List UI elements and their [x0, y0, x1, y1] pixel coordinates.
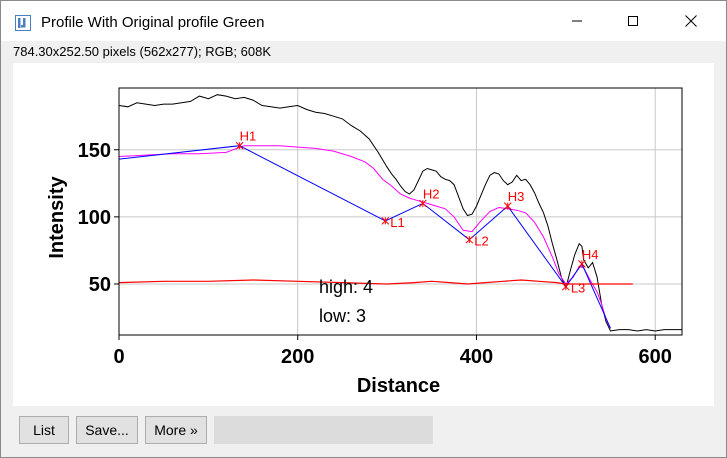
x-axis-label: Distance [357, 375, 440, 397]
minimize-button[interactable] [548, 1, 606, 41]
image-info: 784.30x252.50 pixels (562x277); RGB; 608… [13, 44, 272, 59]
marker-label-h3: H3 [508, 189, 525, 204]
y-tick-label: 100 [78, 207, 111, 229]
status-box [214, 416, 433, 444]
y-tick-label: 150 [78, 140, 111, 162]
x-tick-label: 400 [460, 346, 493, 368]
marker-label-h1: H1 [240, 129, 257, 144]
marker-label-l3: L3 [571, 281, 585, 296]
marker-label-h2: H2 [423, 186, 440, 201]
close-button[interactable] [662, 1, 720, 41]
imagej-app-icon [15, 15, 31, 31]
y-axis-label: Intensity [46, 176, 68, 259]
profile-chart: H1 L1 H2 L2 H3 L3 H4 high: 4 low: 3 0 200 400 600 50 1… [46, 87, 683, 397]
y-tick-label: 50 [89, 274, 111, 296]
marker-label-l2: L2 [474, 234, 488, 249]
marker-label-l1: L1 [390, 215, 404, 230]
plot-frame [118, 87, 683, 336]
window-title: Profile With Original profile Green [41, 14, 265, 31]
x-tick-label: 600 [639, 346, 672, 368]
series-baseline-line [118, 279, 633, 285]
x-tick-label: 0 [113, 346, 124, 368]
annotation-text: low: 3 [319, 306, 366, 326]
series-smoothed-line [118, 145, 611, 329]
save-button[interactable]: Save... [76, 416, 138, 444]
more-button[interactable]: More » [145, 416, 207, 444]
title-bar[interactable]: Profile With Original profile Green [1, 1, 726, 41]
close-icon [685, 15, 697, 27]
series-peaks-line [118, 145, 611, 329]
x-tick-label: 200 [281, 346, 314, 368]
plot-area: H1 L1 H2 L2 H3 L3 H4 high: 4 low: 3 0 200 400 600 50 1… [13, 63, 714, 406]
list-button[interactable]: List [19, 416, 69, 444]
minimize-icon [572, 20, 582, 22]
maximize-icon [628, 16, 638, 26]
series-profile-line [118, 94, 682, 332]
maximize-button[interactable] [604, 1, 662, 41]
annotation-text: high: 4 [319, 277, 373, 297]
marker-label-h4: H4 [582, 247, 599, 262]
